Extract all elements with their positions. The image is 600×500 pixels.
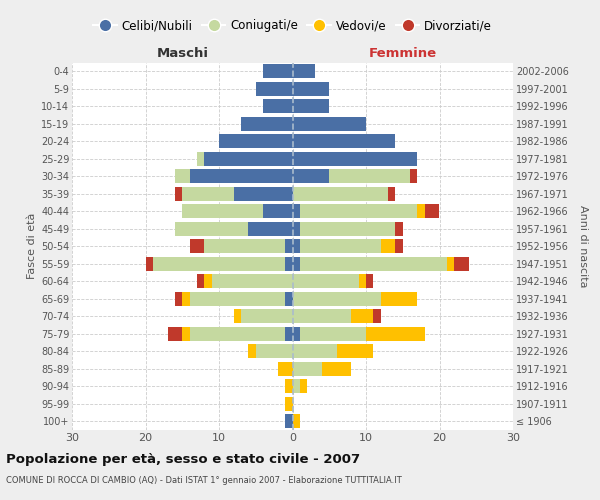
Text: Popolazione per età, sesso e stato civile - 2007: Popolazione per età, sesso e stato civil… [6,452,360,466]
Bar [190,327,285,341]
Bar [204,274,212,288]
Bar [359,274,366,288]
Bar [293,240,300,253]
Bar [293,414,300,428]
Bar [418,204,425,218]
Bar [190,240,204,253]
Bar [197,152,204,166]
Bar [293,222,300,236]
Bar [293,327,300,341]
Bar [234,186,293,200]
Bar [241,309,293,324]
Bar [278,362,293,376]
Bar [256,82,293,96]
Bar [182,292,190,306]
Bar [153,257,285,271]
Bar [300,327,366,341]
Bar [329,169,410,183]
Legend: Celibi/Nubili, Coniugati/e, Vedovi/e, Divorziati/e: Celibi/Nubili, Coniugati/e, Vedovi/e, Di… [91,17,494,34]
Bar [300,204,418,218]
Bar [204,240,285,253]
Bar [285,327,293,341]
Bar [285,414,293,428]
Bar [293,134,395,148]
Bar [182,327,190,341]
Bar [300,379,307,393]
Bar [146,257,153,271]
Bar [263,204,293,218]
Bar [293,204,300,218]
Bar [293,274,359,288]
Bar [388,186,395,200]
Bar [381,292,418,306]
Bar [293,64,314,78]
Bar [197,274,204,288]
Bar [293,186,388,200]
Bar [190,292,285,306]
Bar [263,64,293,78]
Bar [293,169,329,183]
Bar [300,257,447,271]
Bar [175,169,190,183]
Bar [285,379,293,393]
Bar [395,222,403,236]
Bar [395,240,403,253]
Bar [175,186,182,200]
Bar [182,186,234,200]
Text: Femmine: Femmine [368,47,437,60]
Y-axis label: Anni di nascita: Anni di nascita [578,205,588,288]
Bar [212,274,293,288]
Bar [293,379,300,393]
Bar [256,344,293,358]
Bar [219,134,293,148]
Bar [293,344,337,358]
Bar [366,274,373,288]
Bar [373,309,381,324]
Bar [410,169,418,183]
Bar [293,362,322,376]
Bar [285,397,293,411]
Bar [447,257,454,271]
Text: COMUNE DI ROCCA DI CAMBIO (AQ) - Dati ISTAT 1° gennaio 2007 - Elaborazione TUTTI: COMUNE DI ROCCA DI CAMBIO (AQ) - Dati IS… [6,476,402,485]
Bar [300,222,395,236]
Bar [241,116,293,130]
Bar [293,309,352,324]
Bar [322,362,351,376]
Bar [263,99,293,114]
Bar [293,82,329,96]
Bar [293,292,381,306]
Bar [381,240,395,253]
Bar [293,99,329,114]
Bar [248,222,293,236]
Bar [285,240,293,253]
Bar [175,292,182,306]
Bar [285,292,293,306]
Bar [293,152,418,166]
Text: Maschi: Maschi [156,47,208,60]
Bar [352,309,373,324]
Y-axis label: Fasce di età: Fasce di età [26,213,37,280]
Bar [300,240,381,253]
Bar [425,204,439,218]
Bar [190,169,293,183]
Bar [204,152,293,166]
Bar [175,222,248,236]
Bar [337,344,373,358]
Bar [285,257,293,271]
Bar [293,257,300,271]
Bar [248,344,256,358]
Bar [366,327,425,341]
Bar [454,257,469,271]
Bar [293,116,366,130]
Bar [234,309,241,324]
Bar [167,327,182,341]
Bar [182,204,263,218]
